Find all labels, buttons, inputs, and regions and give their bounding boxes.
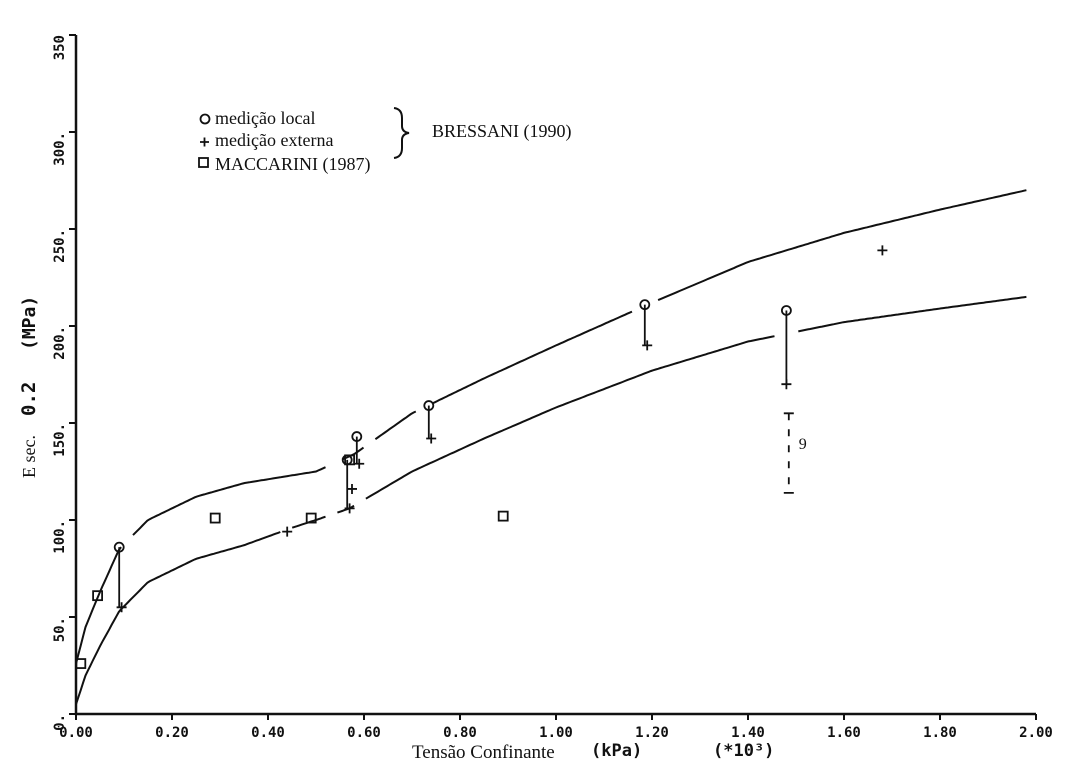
legend-local-label: medição local bbox=[215, 108, 315, 128]
y-axis-prefix: E sec. bbox=[19, 435, 39, 478]
range-bar: 9 bbox=[783, 412, 807, 494]
y-axis-unit: (MPa) bbox=[19, 296, 40, 350]
range-bar-label: 9 bbox=[799, 436, 807, 453]
legend-brace bbox=[393, 107, 410, 159]
y-tick-label: 250. bbox=[52, 229, 68, 263]
x-tick-label: 0.60 bbox=[347, 725, 381, 741]
point-external bbox=[116, 602, 127, 613]
point-external bbox=[344, 503, 355, 514]
point-maccarini bbox=[75, 658, 87, 669]
point-maccarini bbox=[497, 510, 509, 522]
point-local bbox=[781, 305, 792, 316]
x-tick-label: 0.80 bbox=[443, 725, 477, 741]
x-tick-label: 0.00 bbox=[59, 725, 93, 741]
y-tick-label: 300. bbox=[52, 132, 68, 166]
point-external bbox=[354, 458, 365, 469]
y-tick-label: 200. bbox=[52, 326, 68, 360]
data-markers bbox=[75, 245, 888, 669]
point-external bbox=[347, 483, 357, 494]
x-tick-label: 2.00 bbox=[1019, 725, 1053, 741]
legend-external-label: medição externa bbox=[215, 130, 333, 150]
fit-curve-1 bbox=[75, 189, 1027, 664]
range-bar-caps bbox=[783, 412, 794, 494]
axes bbox=[69, 34, 1037, 720]
x-tick-label: 1.40 bbox=[731, 725, 765, 741]
y-tick-label: 100. bbox=[52, 520, 68, 554]
x-tick-label: 1.00 bbox=[539, 725, 573, 741]
y-tick-label: 50. bbox=[52, 617, 68, 642]
point-local bbox=[639, 299, 651, 311]
x-tick-label: 0.40 bbox=[251, 725, 285, 741]
point-maccarini bbox=[209, 512, 221, 524]
x-tick-label: 1.60 bbox=[827, 725, 861, 741]
x-axis-multiplier: (*10³) bbox=[713, 741, 774, 761]
point-external bbox=[781, 379, 792, 390]
legend-maccarini-label: MACCARINI (1987) bbox=[215, 154, 371, 175]
point-external bbox=[282, 526, 293, 537]
point-external bbox=[877, 245, 888, 256]
legend-plus-marker bbox=[200, 137, 209, 147]
point-local bbox=[351, 431, 363, 442]
fit-curve-2 bbox=[75, 295, 1027, 705]
y-tick-label: 150. bbox=[52, 423, 68, 457]
y-axis-title: E sec. 0.2 (MPa) bbox=[18, 296, 40, 478]
x-axis-label: Tensão Confinante bbox=[412, 742, 555, 763]
point-local bbox=[113, 541, 125, 553]
legend-bressani-label: BRESSANI (1990) bbox=[432, 121, 572, 142]
y-tick-label: 0. bbox=[52, 714, 68, 731]
point-maccarini bbox=[92, 590, 103, 602]
y-axis-value: 0.2 bbox=[18, 382, 40, 416]
y-tick-label: 350 bbox=[52, 35, 68, 60]
point-maccarini bbox=[305, 512, 317, 524]
x-axis-unit: (kPa) bbox=[591, 741, 642, 761]
point-external bbox=[426, 433, 437, 444]
tick-labels: 0. 50. 100. 150. 200. 250. 300. 350 0.00 0.20 0.40… bbox=[52, 35, 1053, 741]
x-tick-label: 1.20 bbox=[635, 725, 669, 741]
fit-curves bbox=[75, 189, 1027, 705]
legend-square-marker bbox=[198, 157, 209, 168]
legend-circle-marker bbox=[199, 113, 211, 125]
point-local bbox=[423, 400, 435, 411]
x-tick-label: 0.20 bbox=[155, 725, 189, 741]
legend: medição local medição externa MACCARINI … bbox=[198, 107, 572, 175]
point-maccarini bbox=[344, 454, 356, 466]
connector-lines bbox=[118, 304, 788, 608]
point-external bbox=[642, 340, 653, 351]
x-tick-label: 1.80 bbox=[923, 725, 957, 741]
